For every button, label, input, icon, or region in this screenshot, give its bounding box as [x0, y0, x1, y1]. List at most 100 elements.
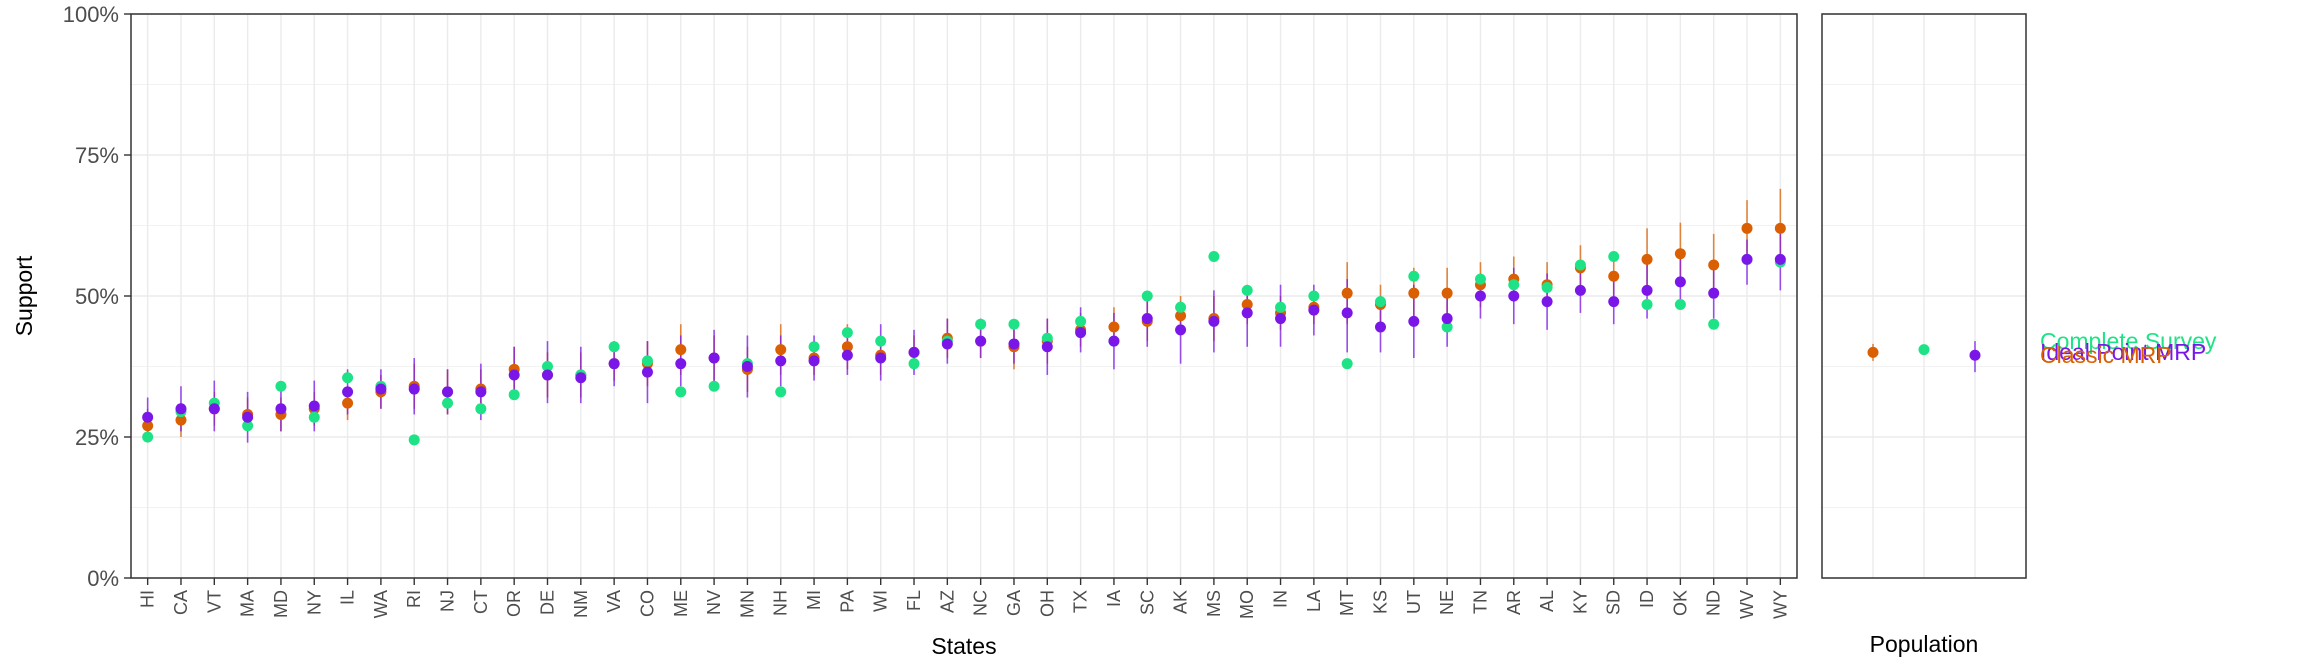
data-point — [175, 414, 187, 426]
data-point — [408, 383, 420, 395]
x-tick-label: MD — [271, 590, 291, 618]
x-tick-label: MS — [1204, 590, 1224, 617]
x-tick-label: ME — [671, 590, 691, 617]
x-tick-label: CT — [471, 590, 491, 614]
data-point — [1208, 251, 1220, 263]
y-tick-label: 25% — [75, 425, 119, 450]
x-tick-label: ND — [1704, 590, 1724, 616]
x-tick-label: KS — [1371, 590, 1391, 614]
data-point — [1341, 358, 1353, 370]
data-point — [1341, 287, 1353, 299]
data-point — [475, 386, 487, 398]
data-point — [342, 397, 354, 409]
main-gridlines — [131, 13, 1797, 579]
data-point — [1574, 259, 1586, 271]
data-point — [1008, 338, 1020, 350]
y-tick-label: 100% — [63, 2, 119, 27]
data-point — [1008, 318, 1020, 330]
data-point — [1341, 307, 1353, 319]
data-point — [1308, 290, 1320, 302]
x-tick-label: NM — [571, 590, 591, 618]
data-point — [542, 361, 553, 372]
x-tick-label: NJ — [438, 590, 458, 612]
data-point — [1608, 296, 1620, 308]
data-point — [1041, 332, 1053, 344]
x-tick-label: TN — [1470, 590, 1490, 614]
data-point — [1541, 296, 1553, 308]
x-tick-label: VT — [204, 590, 224, 613]
data-point — [841, 341, 853, 353]
x-tick-label: ID — [1637, 590, 1657, 608]
data-point — [708, 380, 720, 392]
data-point — [608, 341, 620, 353]
data-point — [242, 411, 254, 423]
population-data-marks — [1867, 341, 1981, 373]
data-point — [1275, 301, 1287, 313]
data-point — [375, 383, 387, 395]
x-tick-label: WV — [1737, 590, 1757, 619]
data-point — [1674, 276, 1686, 288]
data-point — [1141, 290, 1153, 302]
series-label: Ideal Point MRP — [2040, 339, 2206, 365]
x-tick-label: AL — [1537, 590, 1557, 612]
data-point — [142, 420, 154, 432]
data-point — [1541, 282, 1553, 294]
data-point — [1041, 341, 1053, 353]
data-point — [1774, 253, 1786, 265]
x-tick-label: OK — [1670, 590, 1690, 616]
x-tick-label: MT — [1337, 590, 1357, 616]
y-tick-label: 0% — [87, 566, 119, 591]
data-point — [1108, 321, 1120, 333]
x-tick-label: OH — [1037, 590, 1057, 617]
data-point — [775, 355, 787, 367]
data-point — [641, 366, 653, 378]
data-point — [1708, 259, 1720, 271]
data-point — [1108, 335, 1120, 347]
data-point — [1918, 344, 1930, 356]
data-point — [1308, 304, 1320, 316]
series-label: Classic MRP — [2040, 342, 2172, 368]
x-tick-label: NH — [771, 590, 791, 616]
x-tick-label: TX — [1071, 590, 1091, 613]
x-tick-label: MO — [1237, 590, 1257, 619]
data-point — [1408, 270, 1420, 282]
data-point — [308, 400, 320, 412]
data-point — [841, 349, 853, 361]
data-point — [1408, 287, 1420, 299]
data-point — [1641, 253, 1653, 265]
data-point — [675, 358, 687, 370]
data-point — [1241, 307, 1253, 319]
data-point — [608, 358, 620, 370]
data-point — [775, 344, 787, 356]
data-point — [775, 386, 787, 398]
data-point — [1241, 298, 1253, 310]
x-tick-label: WA — [371, 590, 391, 618]
data-point — [275, 380, 287, 392]
data-point — [1508, 290, 1520, 302]
data-point — [1375, 321, 1386, 333]
x-tick-label: HI — [138, 590, 158, 608]
data-point — [975, 335, 987, 347]
x-tick-label: AR — [1504, 590, 1524, 615]
data-point — [641, 355, 653, 367]
data-point — [841, 327, 853, 339]
population-axis-title: Population — [1870, 631, 1979, 657]
data-point — [808, 341, 820, 353]
data-point — [1075, 327, 1087, 339]
data-point — [508, 389, 520, 401]
data-point — [675, 344, 687, 356]
y-tick-label: 75% — [75, 143, 119, 168]
x-tick-label: PA — [837, 590, 857, 613]
data-point — [1674, 298, 1686, 310]
data-point — [1375, 296, 1386, 308]
x-tick-label: OR — [504, 590, 524, 617]
data-point — [342, 386, 354, 398]
data-point — [1708, 318, 1720, 330]
y-tick-label: 50% — [75, 284, 119, 309]
x-tick-label: CO — [637, 590, 657, 617]
data-point — [142, 431, 154, 443]
data-point — [1674, 248, 1686, 260]
